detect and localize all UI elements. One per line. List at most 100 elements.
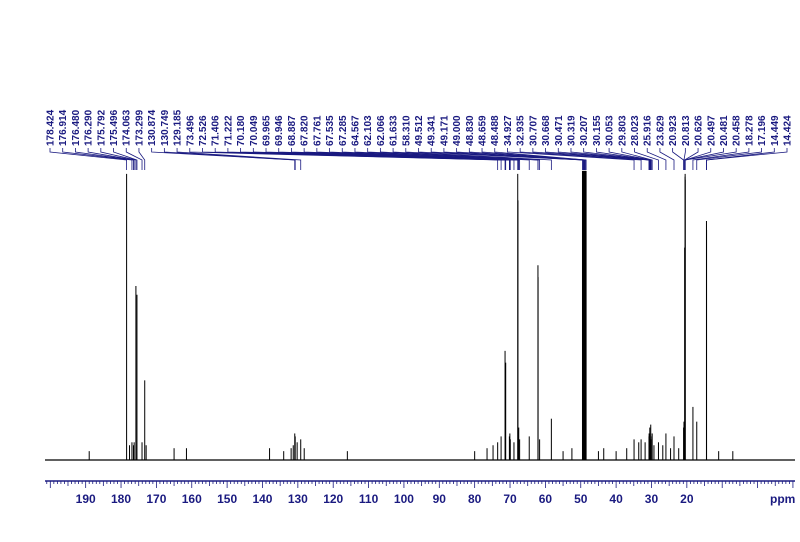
peak-label: 173.299 bbox=[134, 109, 145, 146]
peak-label: 30.707 bbox=[528, 115, 539, 146]
peak-label: 61.633 bbox=[389, 115, 400, 146]
peak-label: 58.310 bbox=[401, 115, 412, 146]
peak-label: 62.066 bbox=[376, 115, 387, 146]
peak-leader-line bbox=[507, 148, 635, 170]
peak-label: 48.830 bbox=[465, 115, 476, 146]
peak-label: 49.171 bbox=[439, 115, 450, 146]
x-axis-tick-label: 80 bbox=[468, 492, 482, 506]
peak-leader-line bbox=[706, 148, 788, 170]
peak-leader-line bbox=[138, 148, 146, 170]
peak-label: 70.180 bbox=[236, 115, 247, 146]
peak-leader-line bbox=[87, 148, 135, 170]
peak-label: 130.749 bbox=[160, 109, 171, 146]
peak-label: 20.481 bbox=[719, 115, 730, 146]
peak-label: 174.063 bbox=[122, 109, 133, 146]
peak-label: 73.496 bbox=[185, 115, 196, 146]
peak-label: 25.916 bbox=[643, 115, 654, 146]
peak-label: 69.965 bbox=[262, 115, 273, 146]
x-axis-tick-label: 120 bbox=[323, 492, 343, 506]
peak-label: 30.668 bbox=[541, 115, 552, 146]
peak-leader-line bbox=[49, 148, 128, 170]
peak-leader-line bbox=[481, 148, 586, 170]
x-axis-tick-label: 190 bbox=[76, 492, 96, 506]
peak-leader-line bbox=[341, 148, 521, 170]
peak-leader-line bbox=[684, 148, 737, 170]
peak-leader-line bbox=[75, 148, 134, 170]
peak-label: 67.535 bbox=[325, 115, 336, 146]
peak-leader-line bbox=[176, 148, 302, 170]
x-axis-tick-label: 130 bbox=[288, 492, 308, 506]
x-axis-tick-label: 110 bbox=[359, 492, 379, 506]
peak-leader-line bbox=[62, 148, 133, 170]
peak-label: 67.761 bbox=[312, 115, 323, 146]
peak-label: 18.278 bbox=[744, 115, 755, 146]
peak-label: 178.424 bbox=[46, 109, 57, 146]
peak-label: 49.000 bbox=[452, 115, 463, 146]
peak-leader-line bbox=[621, 148, 653, 170]
peak-label: 175.792 bbox=[96, 109, 107, 146]
peak-label: 30.155 bbox=[592, 115, 603, 146]
peak-label: 48.488 bbox=[490, 115, 501, 146]
peak-label: 71.222 bbox=[223, 115, 234, 146]
x-axis-tick-label: 30 bbox=[645, 492, 659, 506]
peak-leader-line bbox=[659, 148, 675, 170]
peak-leader-line bbox=[494, 148, 587, 170]
peak-leader-line bbox=[557, 148, 651, 170]
peak-label: 70.049 bbox=[249, 115, 260, 146]
x-axis-tick-label: 180 bbox=[111, 492, 131, 506]
peak-label: 14.424 bbox=[783, 115, 794, 146]
x-axis-tick-label: 70 bbox=[503, 492, 517, 506]
x-axis-ticks: 190 180 170 160 150 140 130 120 110 100 90 80 70 60 50… bbox=[46, 481, 794, 506]
peak-leader-line bbox=[405, 148, 552, 170]
peak-label: 23.629 bbox=[655, 115, 666, 146]
peak-leader-line bbox=[684, 148, 699, 170]
peak-label: 49.341 bbox=[427, 115, 438, 146]
peak-label: 20.813 bbox=[681, 115, 692, 146]
peak-label: 62.103 bbox=[363, 115, 374, 146]
peak-leader-line bbox=[696, 148, 762, 170]
peak-label: 71.406 bbox=[211, 115, 222, 146]
peak-label: 30.319 bbox=[566, 115, 577, 146]
x-axis-tick-label: 50 bbox=[574, 492, 588, 506]
peak-label: 67.820 bbox=[300, 115, 311, 146]
peak-leader-line bbox=[163, 148, 296, 170]
peak-label: 176.914 bbox=[58, 109, 69, 146]
peak-leader-line bbox=[608, 148, 652, 170]
peak-label: 72.526 bbox=[198, 115, 209, 146]
x-axis-tick-label: 100 bbox=[394, 492, 414, 506]
peak-label: 29.803 bbox=[617, 115, 628, 146]
peak-leader-line bbox=[392, 148, 541, 170]
peak-label: 20.458 bbox=[732, 115, 743, 146]
spectrum-peak-group bbox=[88, 170, 734, 460]
peak-label: 14.449 bbox=[770, 115, 781, 146]
peak-label: 176.290 bbox=[84, 109, 95, 146]
x-axis-tick-label: 60 bbox=[539, 492, 553, 506]
peak-leader-line bbox=[692, 148, 750, 170]
x-axis-tick-label: 40 bbox=[609, 492, 623, 506]
peak-leader-line bbox=[354, 148, 530, 170]
peak-label: 175.496 bbox=[109, 109, 120, 146]
peak-leader-line bbox=[443, 148, 585, 170]
peak-leader-line-group bbox=[49, 148, 788, 170]
peak-leader-line bbox=[545, 148, 650, 170]
peak-label: 20.923 bbox=[668, 115, 679, 146]
x-axis-tick-label: 160 bbox=[182, 492, 202, 506]
x-axis-tick-label: 150 bbox=[217, 492, 237, 506]
x-axis-tick-label: 170 bbox=[146, 492, 166, 506]
peak-leader-line bbox=[646, 148, 667, 170]
peak-label: 69.946 bbox=[274, 115, 285, 146]
x-axis-tick-label: 140 bbox=[252, 492, 272, 506]
peak-label: 17.196 bbox=[757, 115, 768, 146]
x-axis-unit-label: ppm bbox=[770, 492, 795, 506]
peak-leader-line bbox=[683, 148, 686, 170]
peak-leader-line bbox=[100, 148, 137, 170]
peak-label: 20.497 bbox=[706, 115, 717, 146]
peak-label: 176.480 bbox=[71, 109, 82, 146]
peak-leader-line bbox=[456, 148, 585, 170]
peak-label: 67.285 bbox=[338, 115, 349, 146]
peak-label: 30.053 bbox=[605, 115, 616, 146]
peak-label: 68.887 bbox=[287, 115, 298, 146]
peak-label: 32.935 bbox=[516, 115, 527, 146]
peak-leader-line bbox=[125, 148, 143, 170]
